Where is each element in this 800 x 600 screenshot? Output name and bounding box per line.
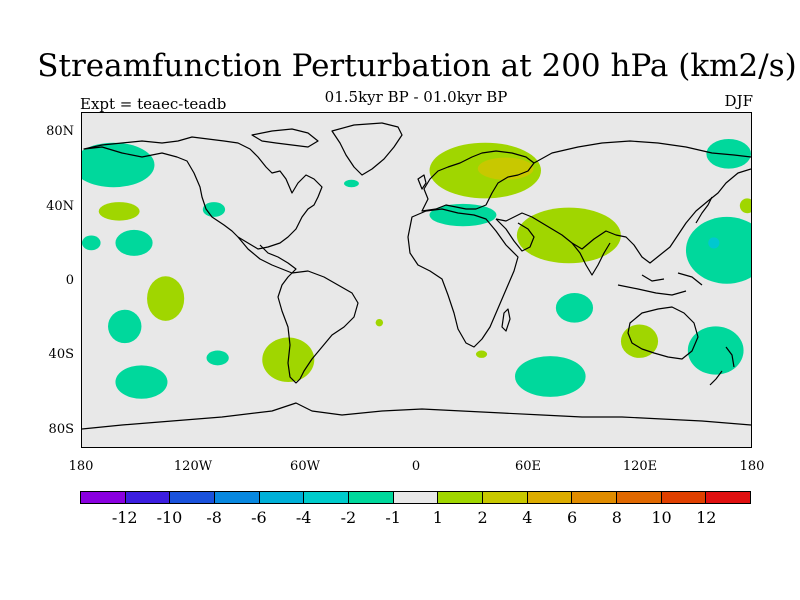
lat-label-80n: 80N — [46, 124, 74, 139]
anomaly-region-13 — [516, 207, 621, 264]
colorbar — [80, 491, 751, 504]
coast-arabia — [495, 218, 535, 252]
anomaly-region-22 — [687, 326, 744, 375]
anomaly-region-21 — [620, 324, 659, 358]
anomaly-region-3 — [82, 235, 101, 251]
colorbar-swatch-5 — [304, 492, 350, 503]
lon-label-120w: 120W — [173, 459, 213, 474]
lon-label-60e: 60E — [514, 459, 542, 474]
coastline-layer — [82, 122, 751, 430]
colorbar-swatch-11 — [572, 492, 618, 503]
colorbar-label-7: 1 — [432, 508, 443, 527]
anomaly-region-6 — [206, 350, 229, 366]
colorbar-swatch-14 — [706, 492, 751, 503]
anomaly-region-2 — [115, 229, 153, 256]
colorbar-label-3: -6 — [251, 508, 267, 527]
anomaly-region-24 — [475, 350, 488, 358]
colorbar-swatch-1 — [125, 492, 171, 503]
coast-south-america — [277, 270, 359, 384]
colorbar-swatch-10 — [527, 492, 573, 503]
anomaly-layer — [82, 138, 751, 399]
coast-asia — [495, 140, 751, 264]
lon-label-120e: 120E — [622, 459, 658, 474]
anomaly-region-16 — [706, 138, 751, 169]
colorbar-label-5: -2 — [340, 508, 357, 527]
colorbar-label-13: 12 — [696, 508, 717, 527]
anomaly-region-11 — [477, 157, 534, 180]
colorbar-label-0: -12 — [111, 508, 138, 527]
lon-label-180w: 180 — [68, 459, 94, 474]
coast-north-america — [83, 136, 323, 250]
colorbar-swatch-4 — [259, 492, 305, 503]
colorbar-swatch-6 — [349, 492, 394, 503]
lat-label-0: 0 — [65, 273, 74, 288]
anomaly-region-0 — [82, 142, 155, 188]
colorbar-swatch-12 — [617, 492, 662, 503]
anomaly-region-14 — [685, 216, 751, 284]
colorbar-swatch-8 — [438, 492, 484, 503]
anomaly-region-15 — [708, 237, 720, 249]
colorbar-label-6: -1 — [385, 508, 401, 527]
colorbar-label-8: 2 — [477, 508, 488, 527]
coast-greenland — [331, 122, 403, 176]
lon-label-180e: 180 — [739, 459, 765, 474]
anomaly-region-23 — [514, 356, 586, 397]
coast-africa — [407, 208, 519, 348]
colorbar-label-10: 6 — [566, 508, 578, 527]
coast-australia — [627, 306, 699, 360]
anomaly-region-9 — [344, 179, 359, 188]
lat-label-40n: 40N — [46, 199, 74, 214]
colorbar-label-9: 4 — [522, 508, 533, 527]
season-label: DJF — [724, 92, 753, 110]
map-canvas — [82, 122, 751, 430]
coast-india — [571, 242, 611, 276]
colorbar-label-12: 10 — [651, 508, 672, 527]
colorbar-swatch-0 — [81, 492, 126, 503]
map-frame — [81, 112, 752, 448]
coast-new-zealand — [709, 346, 735, 386]
anomaly-region-20 — [555, 292, 594, 323]
anomaly-region-19 — [375, 318, 384, 327]
lon-label-60w: 60W — [290, 459, 320, 474]
plot-title: Streamfunction Perturbation at 200 hPa (… — [37, 48, 797, 84]
colorbar-swatch-7 — [393, 492, 439, 503]
coast-arctic-islands — [251, 128, 319, 148]
coast-japan — [695, 196, 713, 224]
coast-madagascar — [501, 308, 511, 332]
lon-label-0: 0 — [411, 459, 421, 474]
plot-subtitle: 01.5kyr BP - 01.0kyr BP — [324, 88, 508, 106]
lat-label-80s: 80S — [48, 422, 74, 437]
coast-antarctica — [82, 402, 751, 430]
coast-indonesia — [617, 272, 703, 296]
anomaly-region-7 — [115, 365, 168, 399]
anomaly-region-17 — [739, 198, 751, 214]
experiment-label: Expt = teaec-teadb — [80, 95, 227, 113]
colorbar-label-11: 8 — [611, 508, 622, 527]
colorbar-swatch-3 — [215, 492, 260, 503]
coast-british-isles — [417, 174, 427, 190]
anomaly-region-5 — [108, 309, 142, 344]
colorbar-swatch-9 — [483, 492, 528, 503]
anomaly-region-1 — [98, 202, 140, 221]
colorbar-swatch-2 — [170, 492, 216, 503]
lat-label-40s: 40S — [48, 347, 74, 362]
anomaly-region-4 — [147, 276, 185, 321]
colorbar-swatch-13 — [661, 492, 707, 503]
colorbar-label-4: -4 — [295, 508, 312, 527]
anomaly-region-8 — [202, 202, 226, 217]
colorbar-label-1: -10 — [156, 508, 183, 527]
colorbar-label-2: -8 — [206, 508, 222, 527]
